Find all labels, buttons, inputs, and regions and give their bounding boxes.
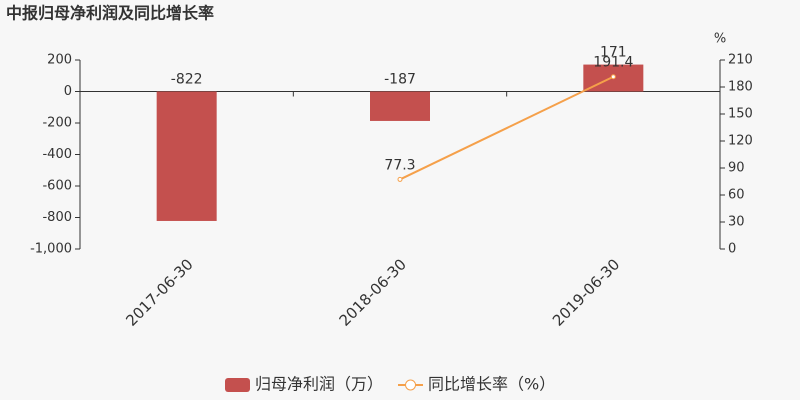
legend-label: 归母净利润（万）	[255, 375, 383, 394]
y-tick-label: -200	[42, 116, 72, 131]
bar-value-label: -822	[171, 72, 203, 88]
y-tick-label: 200	[47, 53, 72, 68]
y2-tick-label: 90	[728, 161, 745, 176]
chart-title: 中报归母净利润及同比增长率	[6, 4, 214, 23]
y-tick-label: -600	[42, 179, 72, 194]
y2-tick-label: 0	[728, 242, 736, 257]
y-tick-label: -400	[42, 147, 72, 162]
line-point	[610, 74, 616, 80]
legend-swatch	[225, 378, 250, 392]
y2-tick-label: 30	[728, 215, 745, 230]
legend-swatch	[405, 379, 417, 391]
y-tick-label: -1,000	[30, 242, 72, 257]
y-tick-label: -800	[42, 210, 72, 225]
y2-tick-label: 60	[728, 188, 745, 203]
y-tick-label: 0	[64, 84, 72, 99]
y2-tick-label: 210	[728, 53, 753, 68]
line-value-label: 77.3	[384, 157, 415, 173]
bar	[370, 91, 430, 121]
bar	[156, 91, 217, 221]
y2-tick-label: 150	[728, 107, 753, 122]
line-point	[397, 176, 403, 182]
y2-tick-label: 120	[728, 134, 753, 149]
y2-axis-label: %	[714, 32, 726, 47]
legend-label: 同比增长率（%）	[428, 375, 555, 394]
y2-tick-label: 180	[728, 80, 753, 95]
bar-value-label: 171	[600, 45, 627, 61]
line-value-label: 191.4	[593, 55, 633, 71]
bar-value-label: -187	[384, 72, 416, 88]
line	[399, 75, 614, 181]
